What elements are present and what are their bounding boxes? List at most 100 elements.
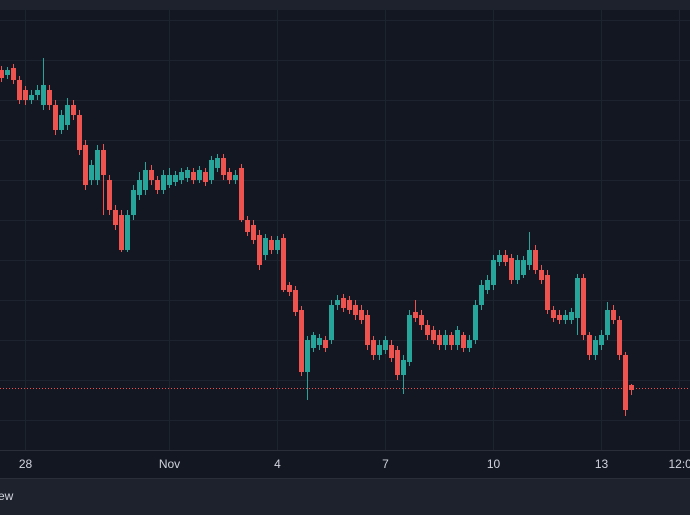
candle-body xyxy=(101,150,106,175)
candle-body xyxy=(317,338,322,345)
x-tick-label: Nov xyxy=(159,457,180,471)
candle-body xyxy=(143,170,148,190)
candle-body xyxy=(323,340,328,348)
candle-body xyxy=(611,310,616,320)
candle-body xyxy=(305,340,310,372)
candle-body xyxy=(341,298,346,308)
x-tick-label: 4 xyxy=(274,457,281,471)
candle-body xyxy=(299,310,304,372)
candle-body xyxy=(179,172,184,180)
candle-body xyxy=(137,180,142,195)
candle-body xyxy=(557,315,562,320)
candle-body xyxy=(185,170,190,178)
candle-body xyxy=(515,260,520,280)
x-tick-label: 12:0 xyxy=(669,457,690,471)
candle-body xyxy=(5,70,10,75)
candle-body xyxy=(161,175,166,190)
plot xyxy=(0,10,690,450)
candle-body xyxy=(347,300,352,310)
candle-body xyxy=(371,340,376,355)
candle-body xyxy=(131,190,136,215)
candle-body xyxy=(113,210,118,225)
candle-body xyxy=(461,335,466,348)
candle-body xyxy=(257,235,262,265)
candle-body xyxy=(311,335,316,348)
candle-body xyxy=(53,105,58,130)
candle-body xyxy=(203,172,208,182)
candle-body xyxy=(419,315,424,325)
candle-body xyxy=(407,315,412,362)
candle-body xyxy=(23,90,28,100)
x-tick-label: 28 xyxy=(19,457,33,471)
candle-body xyxy=(65,105,70,125)
candle-body xyxy=(413,312,418,318)
candle-body xyxy=(251,225,256,240)
candle-body xyxy=(359,310,364,320)
candle-body xyxy=(119,215,124,250)
candle-body xyxy=(545,275,550,310)
candle-body xyxy=(263,238,268,255)
candle-body xyxy=(575,278,580,318)
candle-body xyxy=(383,340,388,350)
candle-body xyxy=(155,180,160,190)
candle-body xyxy=(125,215,130,250)
candle-body xyxy=(239,168,244,220)
candle-body xyxy=(425,325,430,335)
candle-body xyxy=(365,315,370,345)
candle-body xyxy=(581,278,586,335)
candle-body xyxy=(509,258,514,280)
x-tick-label: 13 xyxy=(595,457,609,471)
candle-body xyxy=(569,312,574,320)
candle-body xyxy=(599,335,604,345)
candle-body xyxy=(491,260,496,285)
candle-body xyxy=(473,305,478,340)
candle-body xyxy=(245,220,250,232)
candle-body xyxy=(431,330,436,340)
candle-body xyxy=(533,250,538,270)
candle-body xyxy=(173,175,178,182)
candle-body xyxy=(41,85,46,105)
candle-body xyxy=(377,345,382,355)
candle-body xyxy=(497,255,502,262)
x-tick-label: 7 xyxy=(382,457,389,471)
candle-body xyxy=(329,305,334,340)
candle-body xyxy=(503,255,508,262)
candle-body xyxy=(437,335,442,345)
candle-body xyxy=(0,70,4,78)
candle-body xyxy=(551,310,556,318)
candle-body xyxy=(71,105,76,115)
candle-body xyxy=(449,335,454,345)
candle-body xyxy=(353,305,358,315)
x-tick-label: 10 xyxy=(487,457,501,471)
candle-body xyxy=(287,285,292,292)
candle-body xyxy=(83,145,88,185)
candle-body xyxy=(389,345,394,358)
candle-body xyxy=(629,385,634,390)
candle-body xyxy=(281,238,286,290)
candle-body xyxy=(47,90,52,105)
candle-body xyxy=(29,95,34,100)
candle-body xyxy=(563,315,568,320)
candle-body xyxy=(593,340,598,355)
candle-body xyxy=(455,330,460,345)
candle-body xyxy=(335,300,340,305)
candle-body xyxy=(89,165,94,180)
footer-text[interactable]: ew xyxy=(0,489,14,503)
candle-body xyxy=(269,240,274,250)
candle-body xyxy=(467,340,472,348)
candle-body xyxy=(605,310,610,335)
candle-body xyxy=(587,335,592,355)
candle-body xyxy=(11,68,16,80)
candle-body xyxy=(95,150,100,180)
candle-body xyxy=(395,350,400,375)
candle-body xyxy=(191,172,196,180)
candle-body xyxy=(17,80,22,100)
candle-body xyxy=(485,280,490,290)
candle-body xyxy=(293,290,298,312)
candle-body xyxy=(443,335,448,345)
candle-body xyxy=(227,172,232,180)
candle-body xyxy=(539,270,544,280)
candle-body xyxy=(623,355,628,410)
